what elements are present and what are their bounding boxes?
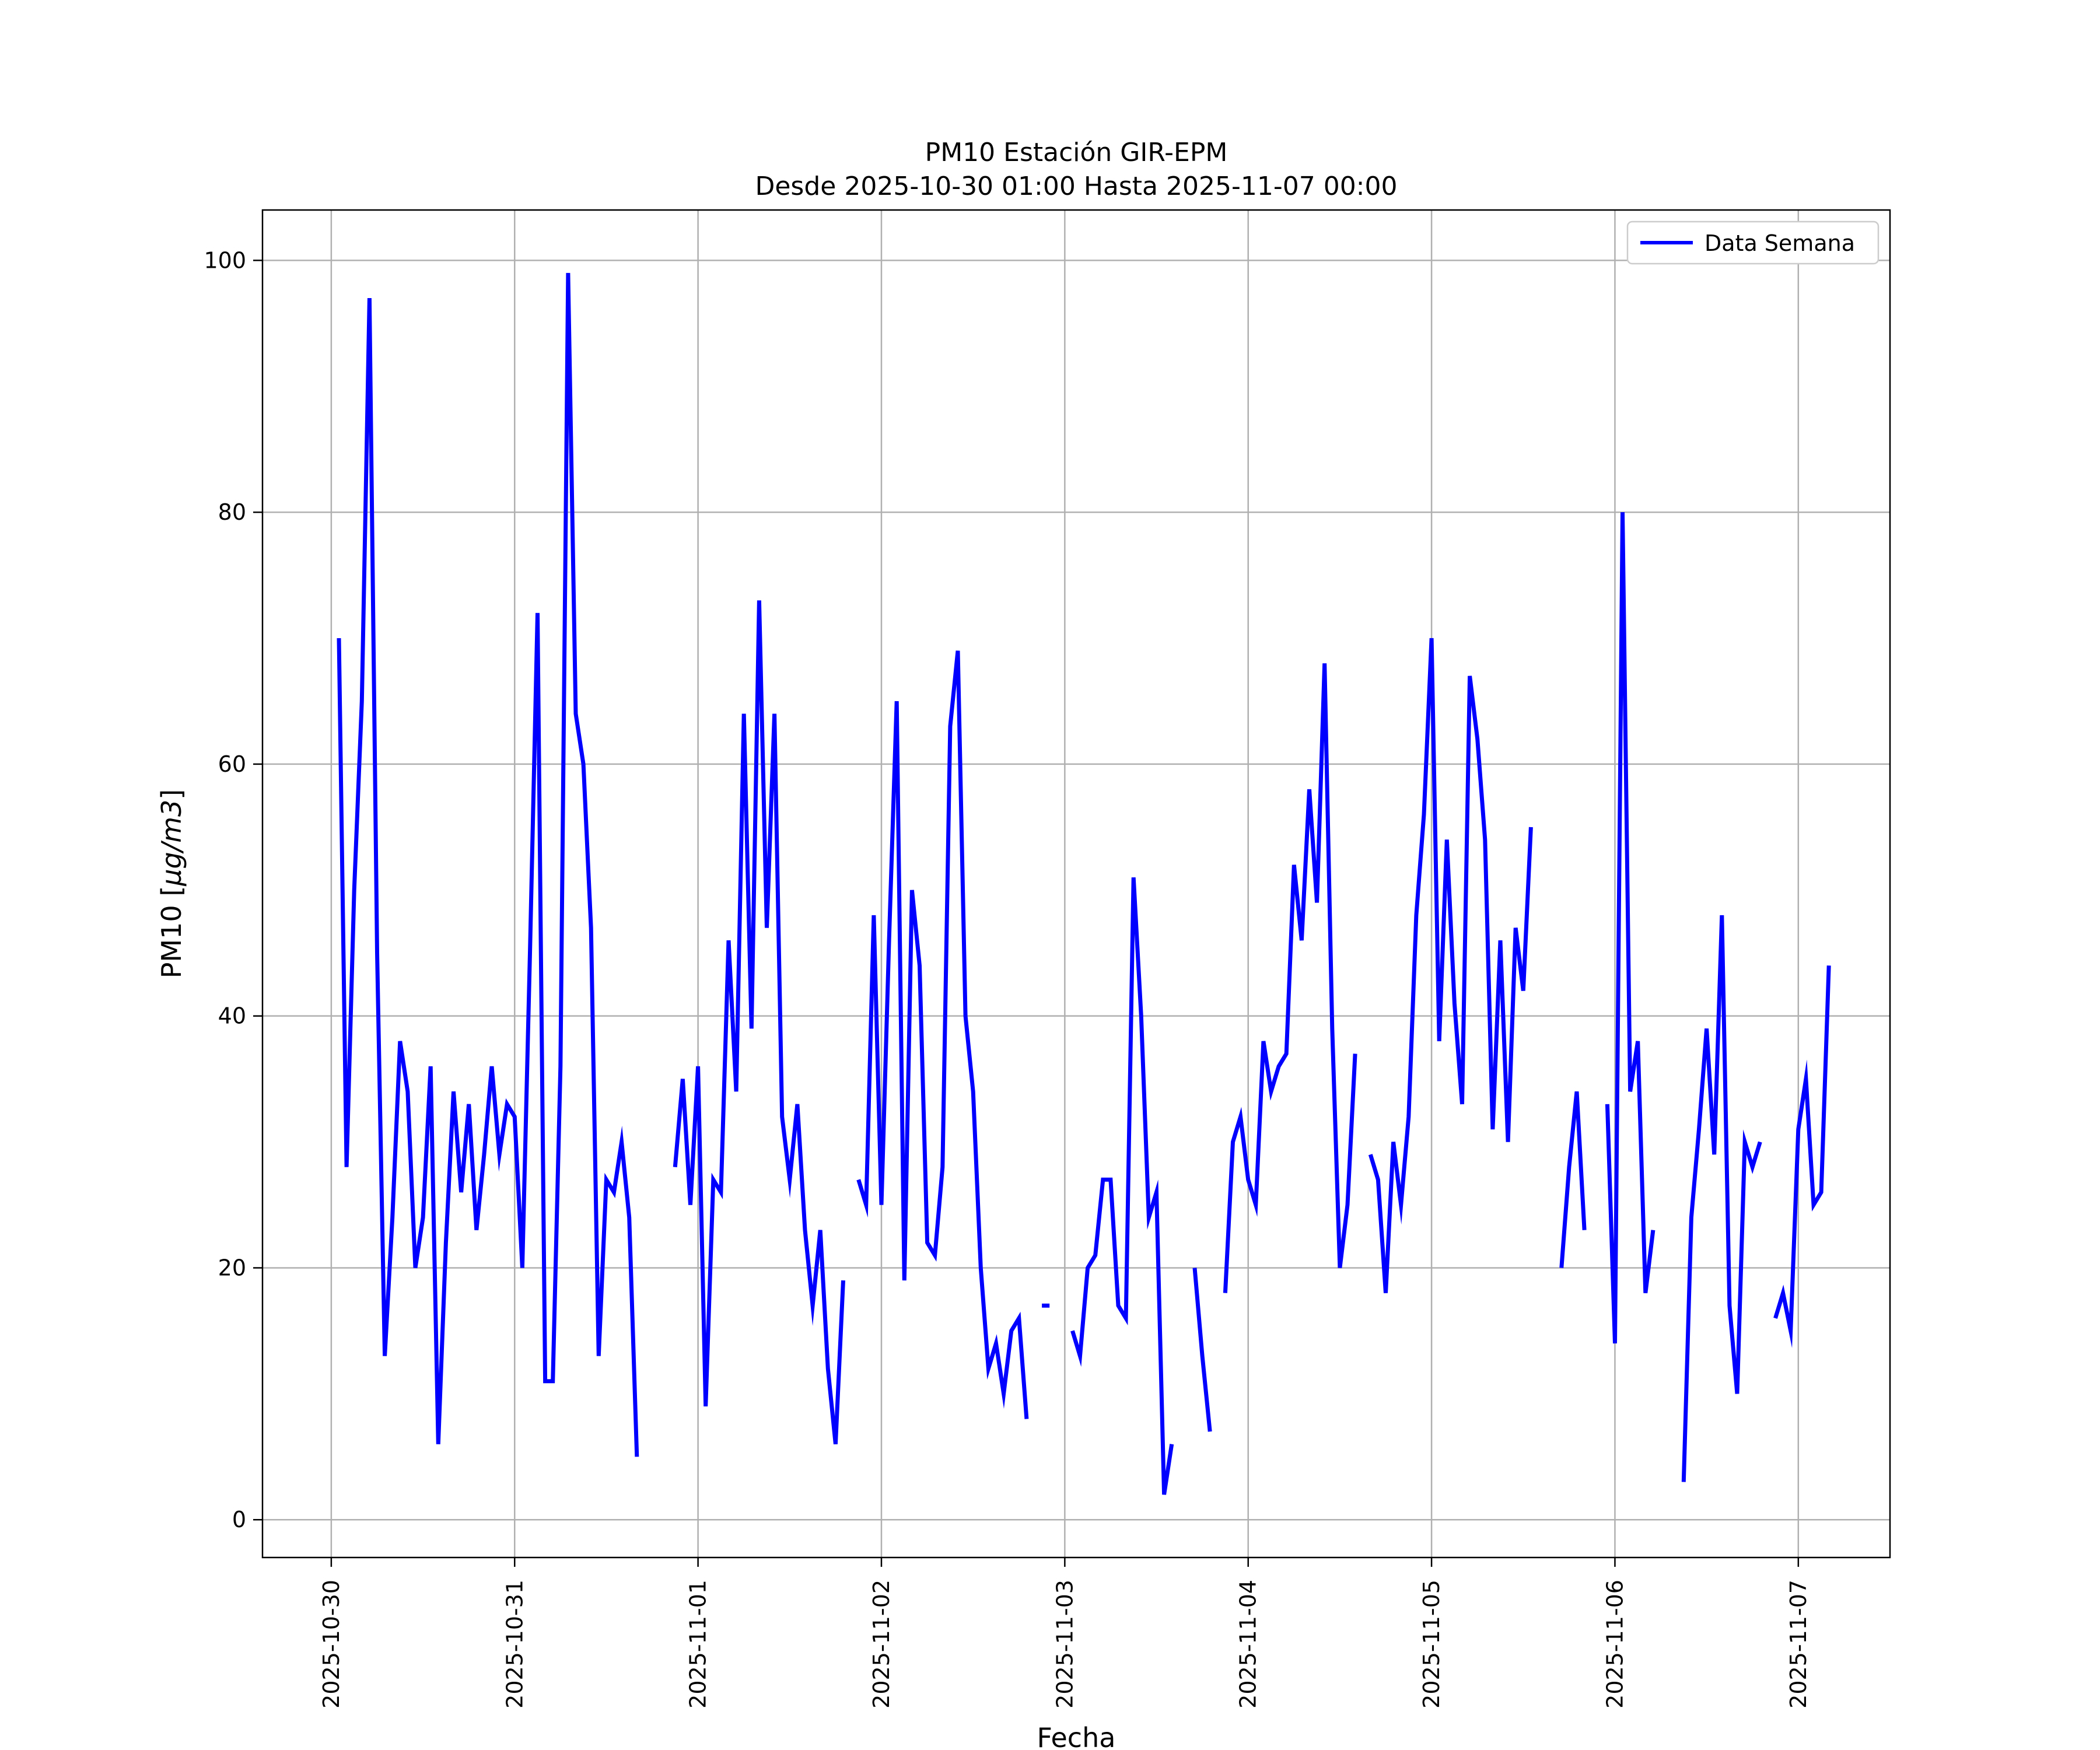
x-tick-label-6: 2025-11-05 — [1419, 1580, 1444, 1709]
y-tick-label-2: 40 — [218, 1003, 246, 1029]
series-segment-1 — [673, 600, 845, 1445]
series-data-semana — [337, 272, 1831, 1495]
x-axis-ticks: 2025-10-30 2025-10-31 2025-11-01 2025-11-02… — [318, 1558, 1811, 1709]
y-tick-label-3: 60 — [218, 751, 246, 777]
y-axis-label: PM10 [μg/m3] — [156, 789, 187, 979]
chart-subtitle: Desde 2025-10-30 01:00 Hasta 2025-11-07 … — [755, 172, 1397, 201]
series-segment-11 — [1773, 965, 1831, 1348]
y-axis-label-prefix: PM10 [ — [156, 886, 187, 979]
series-segment-5 — [1192, 1268, 1212, 1432]
series-segment-0 — [337, 272, 639, 1457]
series-segment-4 — [1070, 877, 1174, 1495]
series-segment-7 — [1368, 638, 1533, 1293]
series-segment-8 — [1559, 1091, 1587, 1268]
series-segment-9 — [1605, 512, 1656, 1344]
y-tick-label-4: 80 — [218, 499, 246, 525]
legend-label: Data Semana — [1704, 230, 1855, 256]
x-tick-label-7: 2025-11-06 — [1602, 1580, 1628, 1709]
series-segment-6 — [1223, 663, 1357, 1293]
x-tick-label-8: 2025-11-07 — [1786, 1580, 1811, 1709]
x-tick-label-4: 2025-11-03 — [1052, 1580, 1077, 1709]
x-axis-label: Fecha — [1037, 1722, 1116, 1750]
plot-background — [262, 210, 1890, 1558]
legend-box — [1626, 220, 1880, 265]
y-axis-label-unit: μg/m3 — [156, 800, 187, 887]
y-tick-label-1: 20 — [218, 1255, 246, 1280]
x-tick-label-5: 2025-11-04 — [1236, 1580, 1261, 1709]
plot-frame — [261, 209, 1891, 1559]
legend: Data Semana — [1626, 220, 1880, 265]
series-segment-10 — [1681, 915, 1762, 1482]
y-axis-label-suffix: ] — [156, 789, 187, 800]
x-tick-label-1: 2025-10-31 — [502, 1580, 527, 1709]
chart-title: PM10 Estación GIR-EPM — [925, 138, 1228, 167]
x-tick-label-2: 2025-11-01 — [685, 1580, 711, 1709]
series-segment-2 — [856, 650, 1029, 1419]
y-axis-ticks: 0 20 40 60 80 100 — [204, 247, 262, 1532]
x-tick-label-0: 2025-10-30 — [318, 1580, 344, 1709]
x-tick-label-3: 2025-11-02 — [869, 1580, 894, 1709]
y-tick-label-5: 100 — [204, 247, 246, 273]
y-tick-label-0: 0 — [232, 1507, 246, 1532]
x-gridlines — [330, 210, 1800, 1558]
